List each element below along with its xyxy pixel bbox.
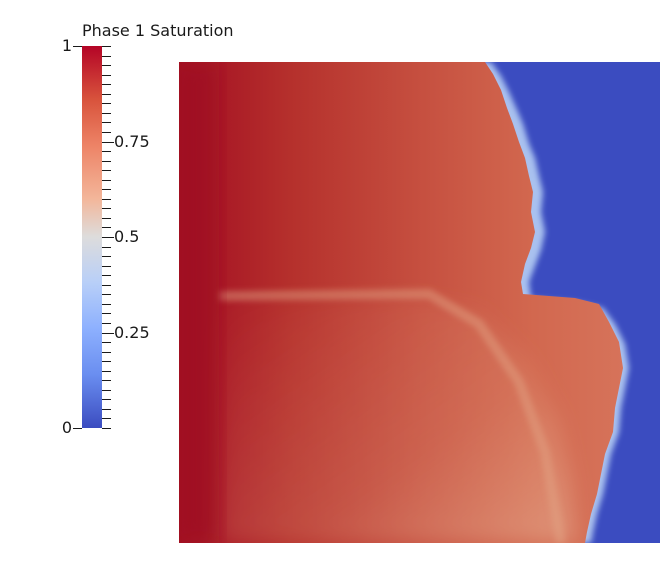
colorbar-minor-tick <box>102 342 111 344</box>
colorbar-minor-tick <box>102 217 111 219</box>
colorbar-minor-tick <box>102 198 111 200</box>
colorbar-minor-tick <box>102 93 111 95</box>
colorbar-minor-tick <box>102 84 111 86</box>
colorbar-tick-label: 0.5 <box>114 227 140 246</box>
colorbar-minor-tick <box>102 208 111 210</box>
colorbar-minor-tick <box>102 160 111 162</box>
colorbar-minor-tick <box>102 112 111 114</box>
colorbar-minor-tick <box>102 351 111 353</box>
colorbar-major-tick <box>102 141 114 143</box>
colorbar-major-tick <box>102 332 114 334</box>
colorbar-minor-tick <box>102 303 111 305</box>
colorbar-major-tick <box>73 46 82 47</box>
colorbar-minor-tick <box>102 74 111 76</box>
colorbar-minor-tick <box>102 275 111 277</box>
colorbar-minor-tick <box>102 322 111 324</box>
colorbar-minor-tick <box>102 389 111 391</box>
colorbar-minor-tick <box>102 399 111 401</box>
colorbar-minor-tick <box>102 170 111 172</box>
colorbar-minor-tick <box>102 46 111 47</box>
colorbar-title: Phase 1 Saturation <box>82 21 234 40</box>
colorbar-minor-tick <box>102 189 111 191</box>
colorbar-minor-tick <box>102 122 111 124</box>
saturation-plot <box>179 62 660 543</box>
colorbar-tick-label: 0.75 <box>114 131 150 151</box>
colorbar-minor-tick <box>102 428 111 429</box>
colorbar-minor-tick <box>102 408 111 410</box>
colorbar-minor-tick <box>102 227 111 229</box>
diagonal-streak <box>218 288 566 543</box>
saturation-field <box>179 62 629 543</box>
colorbar-minor-tick <box>102 55 111 57</box>
colorbar-minor-tick <box>102 179 111 181</box>
colorbar-minor-tick <box>102 246 111 248</box>
left-edge-shade <box>179 62 219 543</box>
colorbar-minor-tick <box>102 294 111 296</box>
colorbar-minor-tick <box>102 151 111 153</box>
colorbar-minor-tick <box>102 131 111 133</box>
colorbar-minor-tick <box>102 370 111 372</box>
colorbar-minor-tick <box>102 284 111 286</box>
colorbar-bar <box>82 46 102 428</box>
colorbar-minor-tick <box>102 103 111 105</box>
colorbar-tick-label: 0 <box>61 418 72 437</box>
colorbar-minor-tick <box>102 65 111 67</box>
colorbar-minor-tick <box>102 256 111 258</box>
colorbar-minor-tick <box>102 418 111 420</box>
colorbar-minor-tick <box>102 265 111 267</box>
colorbar-minor-tick <box>102 361 111 363</box>
lower-lobe <box>219 298 575 543</box>
colorbar-minor-tick <box>102 313 111 315</box>
colorbar-major-tick <box>102 237 114 238</box>
colorbar-minor-tick <box>102 380 111 382</box>
colorbar-tick-label: 0.25 <box>114 322 150 342</box>
colorbar-major-tick <box>73 428 82 429</box>
colorbar-tick-label: 1 <box>61 36 72 55</box>
